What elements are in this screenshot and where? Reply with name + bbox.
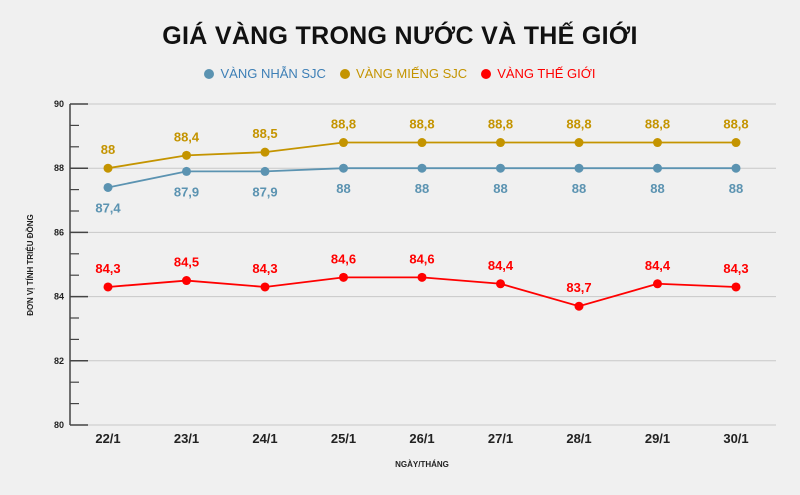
legend-label: VÀNG MIẾNG SJC: [355, 66, 468, 81]
data-label: 88: [493, 181, 507, 196]
legend-item-vang-nhan-sjc: VÀNG NHẪN SJC: [204, 66, 326, 81]
x-tick-label: 24/1: [252, 431, 277, 446]
data-label: 88,4: [174, 129, 200, 144]
data-point: [731, 282, 741, 292]
data-label: 83,7: [566, 280, 591, 295]
data-point: [496, 163, 505, 173]
data-label: 84,4: [488, 258, 514, 273]
data-point: [339, 272, 348, 282]
data-label: 88,8: [566, 117, 591, 132]
x-tick-label: 29/1: [645, 431, 670, 446]
data-point: [339, 163, 348, 173]
data-label: 88: [650, 181, 664, 196]
data-point: [103, 282, 113, 292]
data-point: [496, 279, 505, 289]
data-point: [260, 282, 270, 292]
data-label: 88,8: [723, 117, 748, 132]
data-label: 84,5: [174, 255, 199, 270]
data-label: 88,8: [645, 117, 670, 132]
data-point: [103, 163, 113, 173]
data-point: [731, 138, 741, 148]
y-tick-label: 80: [54, 420, 64, 430]
data-point: [653, 279, 662, 289]
y-axis-label: ĐƠN VỊ TÍNH TRIỆU ĐỒNG: [25, 214, 35, 316]
x-tick-label: 22/1: [95, 431, 120, 446]
data-label: 88: [101, 142, 115, 157]
data-point: [731, 163, 741, 173]
data-label: 87,4: [95, 200, 121, 215]
x-tick-label: 30/1: [723, 431, 748, 446]
legend-marker: [339, 68, 350, 79]
legend-item-vang-mieng-sjc: VÀNG MIẾNG SJC: [339, 66, 468, 81]
data-point: [417, 163, 427, 173]
data-point: [339, 138, 348, 148]
data-label: 88: [415, 181, 429, 196]
data-point: [182, 276, 191, 286]
series-0: 87,4 87,9 87,9 88 88 88 88 88 88: [95, 163, 743, 215]
data-label: 88: [336, 181, 350, 196]
data-point: [417, 272, 427, 282]
data-label: 84,6: [409, 251, 434, 266]
x-tick-label: 23/1: [174, 431, 199, 446]
series-2: 84,3 84,5 84,3 84,6 84,6 84,4 83,7 84,4 84,3: [95, 251, 749, 311]
x-tick-label: 28/1: [566, 431, 591, 446]
data-point: [103, 182, 113, 192]
data-point: [574, 163, 584, 173]
legend: VÀNG NHẪN SJC VÀNG MIẾNG SJC VÀNG THẾ GI…: [0, 66, 800, 81]
x-axis-label: NGÀY/THÁNG: [395, 460, 449, 469]
chart-title: GIÁ VÀNG TRONG NƯỚC VÀ THẾ GIỚI: [162, 22, 638, 50]
data-label: 88,8: [488, 117, 513, 132]
legend-marker: [481, 68, 492, 79]
data-point: [260, 147, 270, 157]
data-point: [653, 138, 662, 148]
data-point: [653, 163, 662, 173]
data-label: 88,5: [252, 126, 277, 141]
data-point: [182, 150, 191, 160]
legend-item-vang-the-gioi: VÀNG THẾ GIỚI: [481, 66, 596, 81]
y-tick-label: 84: [54, 292, 64, 302]
data-label: 84,3: [95, 261, 120, 276]
data-label: 87,9: [174, 184, 199, 199]
legend-label: VÀNG NHẪN SJC: [220, 66, 326, 81]
data-point: [574, 138, 584, 148]
legend-marker: [204, 68, 215, 79]
x-tick-label: 26/1: [409, 431, 434, 446]
data-point: [417, 138, 427, 148]
data-label: 84,4: [645, 258, 671, 273]
data-label: 88: [729, 181, 743, 196]
data-label: 88,8: [331, 117, 356, 132]
data-point: [496, 138, 505, 148]
data-label: 84,3: [723, 261, 748, 276]
data-point: [574, 301, 584, 311]
y-tick-label: 86: [54, 227, 64, 237]
y-tick-label: 90: [54, 99, 64, 109]
x-tick-label: 25/1: [331, 431, 356, 446]
data-label: 84,6: [331, 251, 356, 266]
data-point: [260, 166, 270, 176]
series-1: 88 88,4 88,5 88,8 88,8 88,8 88,8 88,8 88,8: [101, 117, 749, 173]
legend-label: VÀNG THẾ GIỚI: [497, 66, 596, 81]
data-label: 84,3: [252, 261, 277, 276]
data-point: [182, 166, 191, 176]
data-label: 88,8: [409, 117, 434, 132]
y-tick-label: 88: [54, 163, 64, 173]
y-tick-label: 82: [54, 356, 64, 366]
data-label: 87,9: [252, 184, 277, 199]
data-label: 88: [572, 181, 586, 196]
x-tick-label: 27/1: [488, 431, 513, 446]
